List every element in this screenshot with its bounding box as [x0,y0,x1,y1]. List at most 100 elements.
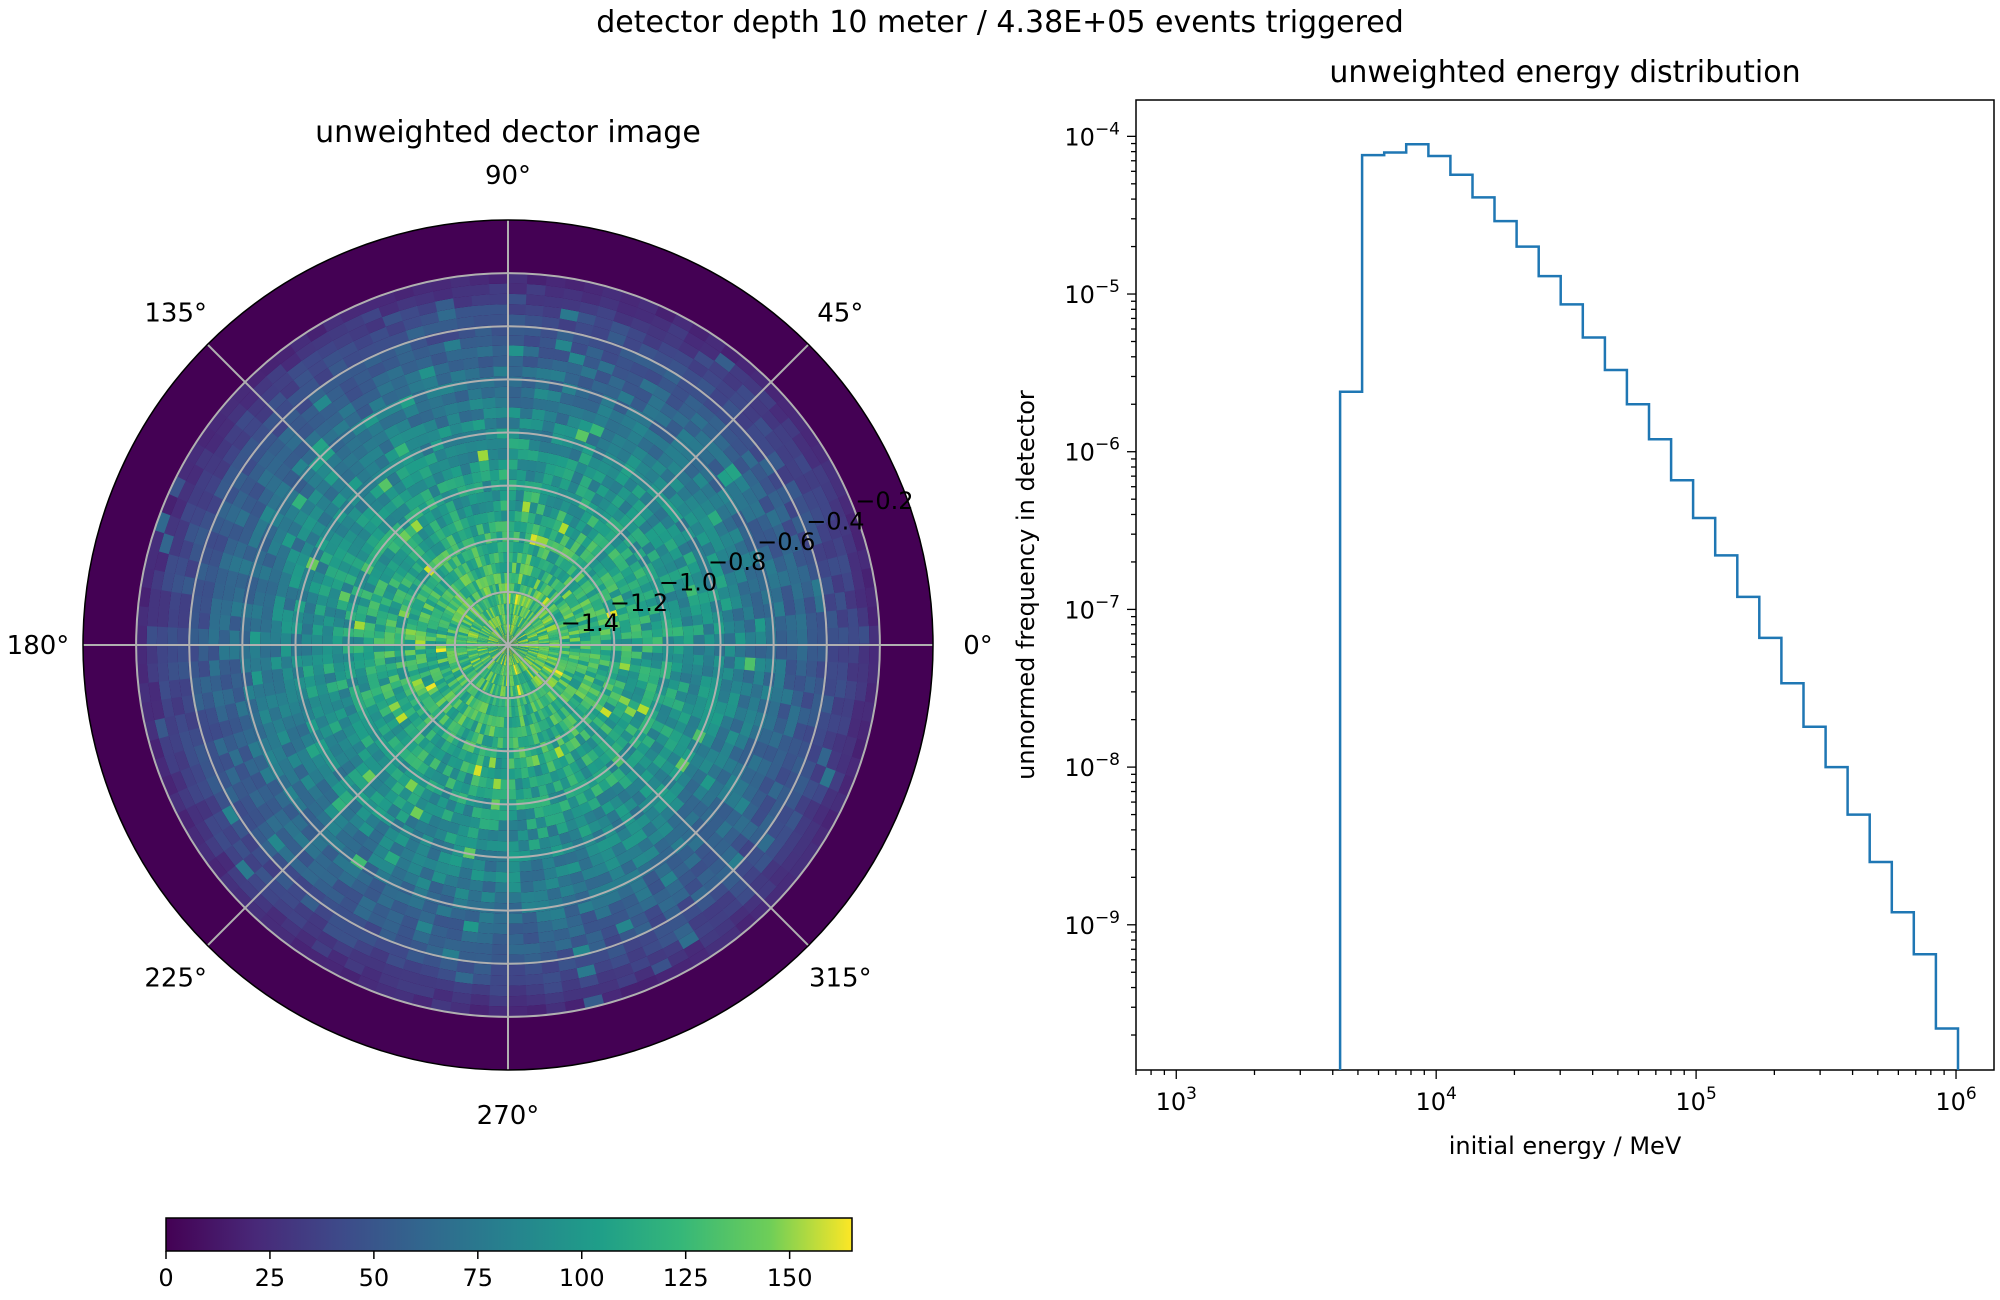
polar-cell [415,649,426,656]
polar-cell [598,659,611,667]
polar-cell [734,656,746,670]
polar-cell [513,615,518,626]
polar-cell [580,640,591,645]
polar-cell [615,735,629,749]
polar-cell [597,739,611,753]
polar-cell [495,653,503,663]
polar-cell [565,663,577,671]
polar-cell [485,671,493,681]
polar-cell [423,753,436,767]
polar-cell [499,716,505,728]
polar-cell [475,838,489,851]
polar-cell [485,575,492,587]
polar-cell [508,789,517,800]
hist-x-tick-label: 106 [1935,1084,1976,1116]
polar-cell [500,510,508,522]
polar-cell [378,572,392,585]
polar-cell [312,664,325,677]
polar-cell [620,656,632,665]
polar-cell [519,757,528,769]
polar-cell [675,689,688,703]
polar-cell [636,741,651,756]
polar-cell [522,777,532,789]
polar-cell [604,746,618,761]
polar-cell [363,629,375,639]
polar-cell [592,716,605,728]
polar-cell [547,690,557,702]
polar-cell [513,531,520,543]
polar-cell [388,701,401,713]
polar-cell [406,618,419,626]
polar-cell [611,685,624,696]
polar-cell [517,647,528,652]
polar-cell [478,650,489,655]
polar-cell [324,565,339,580]
polar-cell [694,580,708,595]
polar-cell [526,630,537,637]
polar-cell [437,503,450,517]
polar-cell [764,657,777,674]
polar-cell [467,649,478,654]
polar-cell [275,583,289,599]
polar-cell [485,777,495,789]
polar-cell [610,650,622,657]
polar-cell [463,527,473,540]
polar-cell [554,734,566,747]
polar-cell [487,283,508,295]
polar-cell [451,746,463,759]
polar-cell [487,647,498,651]
polar-cell [439,664,451,672]
polar-cell [513,521,521,532]
hist-y-tick-label: 10−9 [1064,908,1120,940]
polar-cell [490,633,500,640]
polar-cell [629,716,643,730]
polar-cell [474,722,483,734]
polar-cell [517,705,524,717]
polar-cell [795,659,808,677]
polar-cell [447,678,458,688]
polar-cell [446,558,458,570]
polar-cell [714,573,728,589]
polar-cell [438,564,450,577]
polar-cell [723,570,738,587]
polar-cell [567,657,579,664]
polar-cell [588,705,601,717]
polar-cell [283,678,296,694]
polar-cell [490,975,510,986]
polar-cell [595,437,612,452]
polar-cell [650,659,663,670]
colorbar-tick-label: 150 [767,1264,813,1292]
polar-cell [516,633,526,640]
polar-cell [405,740,419,753]
polar-cell [577,451,592,466]
polar-cell [569,582,581,593]
polar-cell [466,571,476,583]
polar-cell [507,438,519,449]
polar-cell [496,747,503,759]
polar-cell [487,641,498,644]
polar-cell [395,729,409,743]
polar-cell [590,732,604,745]
polar-cell [857,662,870,683]
polar-cell [512,593,517,605]
polar-cell [620,625,632,634]
polar-cell [510,583,515,594]
polar-cell [436,681,448,691]
polar-cell [501,521,508,532]
hist-step-line [1338,143,1960,1070]
polar-cell [487,620,495,630]
polar-cell [445,605,456,615]
polar-cell [466,640,478,644]
polar-cell [566,773,579,787]
polar-angle-tick-label: 0° [963,631,993,661]
polar-cell [579,729,592,742]
polar-cell [525,808,537,820]
polar-cell [401,598,414,609]
polar-cell [518,684,525,695]
polar-cell [471,698,481,710]
polar-cell [198,660,211,679]
polar-cell [549,552,560,565]
polar-cell [544,586,554,597]
polar-cell [699,601,713,615]
polar-cell [486,840,499,852]
